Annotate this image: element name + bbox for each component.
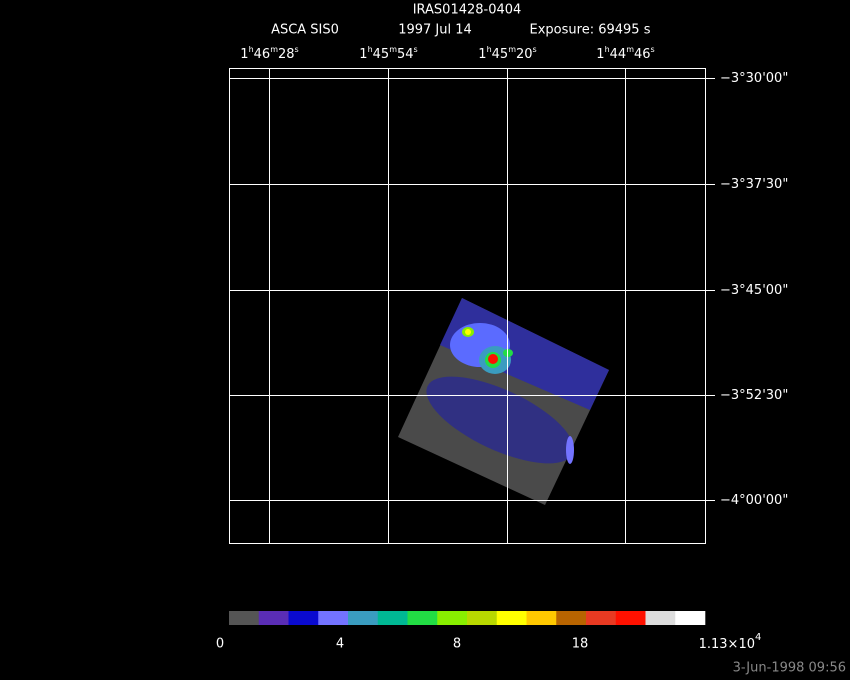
sky-image (398, 298, 609, 505)
ra-unit: m (508, 45, 516, 54)
dec-label: −4°00'00" (720, 493, 788, 508)
colorbar-label: 4 (336, 637, 344, 652)
exposure: Exposure: 69495 s (530, 23, 651, 38)
colorbar-label: 0 (216, 637, 224, 652)
ra-unit: m (270, 45, 278, 54)
ra-label: 1h​44m​46s​ (596, 45, 654, 62)
dec-label: −3°52'30" (720, 388, 788, 403)
colorbar-segment (348, 611, 379, 625)
colorbar-segment (258, 611, 289, 625)
colorbar-segment (407, 611, 438, 625)
colorbar-segment (288, 611, 319, 625)
colorbar-segment (675, 611, 706, 625)
ra-unit: h (605, 45, 610, 54)
ra-value: 44 (610, 47, 627, 62)
colorbar-label: 8 (453, 637, 461, 652)
ra-unit: s (533, 45, 537, 54)
plot-frame (229, 68, 706, 544)
ra-value: 20 (516, 47, 533, 62)
colorbar-segment (556, 611, 587, 625)
colorbar: 0 4 8 18 1.13×104 (216, 611, 762, 652)
ra-value: 54 (397, 47, 414, 62)
colorbar-segment (496, 611, 527, 625)
colorbar-segment (526, 611, 557, 625)
colorbar-segment (615, 611, 646, 625)
dec-label: −3°45'00" (720, 283, 788, 298)
ra-value: 1 (359, 47, 367, 62)
ra-value: 45 (373, 47, 390, 62)
colorbar-segment (318, 611, 349, 625)
ra-unit: m (626, 45, 634, 54)
ra-label: 1h​45m​54s​ (359, 45, 417, 62)
colorbar-segment (377, 611, 408, 625)
ra-value: 45 (492, 47, 509, 62)
ra-value: 46 (634, 47, 651, 62)
timestamp: 3-Jun-1998 09:56 (733, 661, 846, 676)
ra-unit: s (414, 45, 418, 54)
exponent: 4 (755, 632, 761, 643)
ra-unit: h (249, 45, 254, 54)
ra-value: 1 (596, 47, 604, 62)
colorbar-segment (586, 611, 617, 625)
ra-value: 1 (478, 47, 486, 62)
mantissa: 1.13×10 (699, 637, 755, 652)
colorbar-label: 18 (572, 637, 589, 652)
source (465, 329, 471, 335)
colorbar-segment (437, 611, 468, 625)
ra-unit: h (368, 45, 373, 54)
dec-label: −3°37'30" (720, 177, 788, 192)
instrument: ASCA SIS0 (271, 23, 339, 38)
source (488, 354, 498, 364)
ra-label: 1h​45m​20s​ (478, 45, 536, 62)
date: 1997 Jul 14 (398, 23, 472, 38)
dec-label: −3°30'00" (720, 71, 788, 86)
ra-value: 46 (254, 47, 271, 62)
colorbar-segment (229, 611, 260, 625)
ra-unit: h (487, 45, 492, 54)
ra-unit: s (295, 45, 299, 54)
emission (566, 436, 574, 464)
title: IRAS01428-0404 (413, 3, 522, 18)
ra-unit: s (651, 45, 655, 54)
ra-label: 1h​46m​28s​ (240, 45, 298, 62)
ra-value: 1 (240, 47, 248, 62)
ra-value: 28 (278, 47, 295, 62)
colorbar-segment (645, 611, 676, 625)
colorbar-segment (467, 611, 498, 625)
ra-unit: m (389, 45, 397, 54)
grid: 1h​46m​28s​ 1h​45m​54s​ 1h​45m​20s​ 1h​44m​… (229, 45, 788, 543)
colorbar-max: 1.13×104 (699, 632, 762, 652)
emission (426, 376, 574, 464)
